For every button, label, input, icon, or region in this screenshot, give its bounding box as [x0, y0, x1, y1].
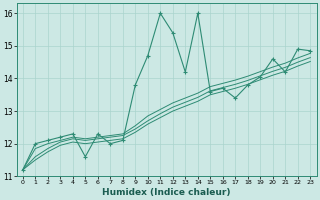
X-axis label: Humidex (Indice chaleur): Humidex (Indice chaleur): [102, 188, 231, 197]
